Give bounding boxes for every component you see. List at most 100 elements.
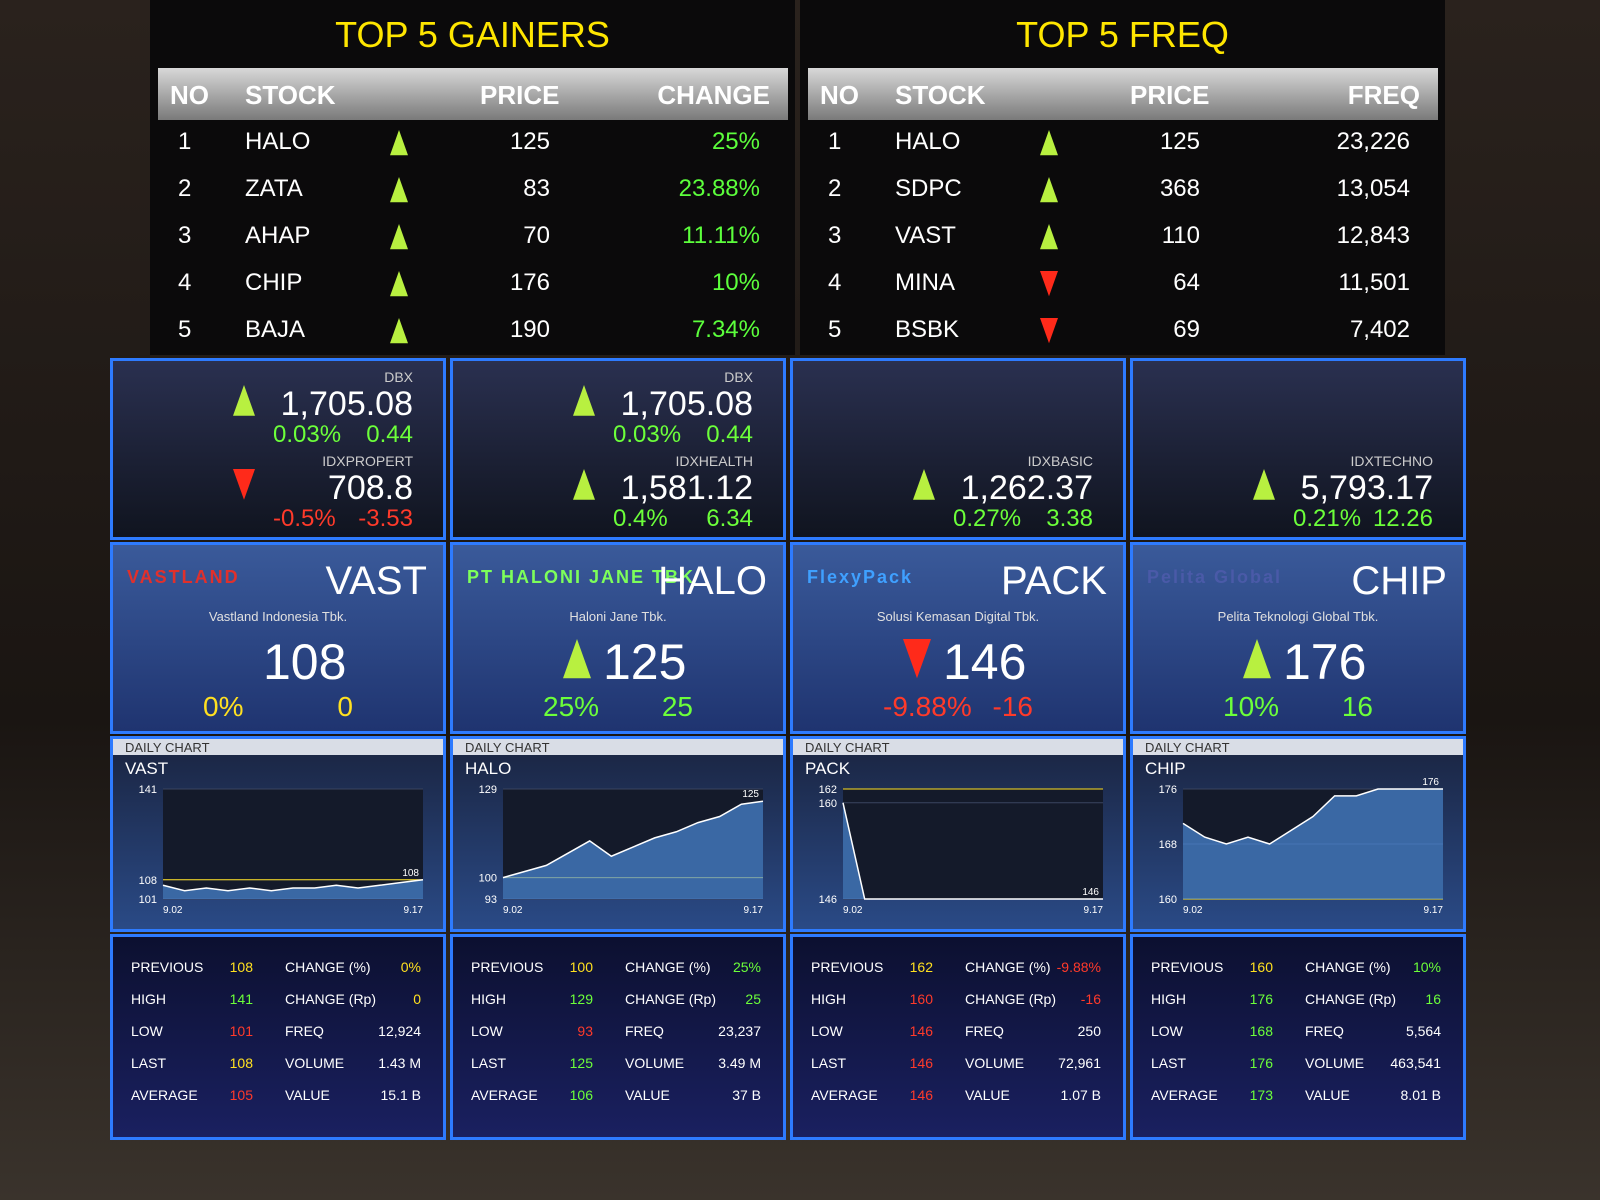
chart: 162 160 146 146 9.02 9.17 [819,784,1104,916]
index-name: IDXTECHNO [1350,453,1433,469]
chart-label-bar [453,739,783,755]
stat-label: LOW [471,1023,503,1039]
x-tick-label: 9.02 [843,905,863,916]
arrow-shape [390,177,408,203]
arrow-shape [573,469,595,500]
stat-label: AVERAGE [471,1087,538,1103]
stat-label: LAST [471,1055,507,1071]
header-label: CHANGE [657,80,770,110]
stat-value: 162 [909,959,933,975]
chart-label-bar [793,739,1123,755]
company-name: Solusi Kemasan Digital Tbk. [876,609,1040,624]
stat-label: VALUE [625,1087,670,1103]
x-tick-label: 9.17 [404,905,424,916]
header-bar [808,68,1438,120]
row-no: 5 [828,316,842,343]
y-tick-label: 160 [819,798,837,810]
row-price: 125 [1159,128,1200,155]
stock-pct: 10% [1223,691,1280,722]
stat-value: 250 [1077,1023,1101,1039]
x-tick-label: 9.17 [1084,905,1104,916]
index-pct: -0.5% [273,505,336,532]
arrow-shape [1040,177,1058,203]
stock-logo: Pelita Global [1147,567,1283,587]
arrow-shape [233,385,255,416]
stats-panel: PREVIOUS 162 CHANGE (%) -9.88% HIGH 160 CHANGE… [790,934,1126,1140]
stat-label: HIGH [131,991,166,1007]
stat-label: CHANGE (%) [1305,959,1391,975]
stat-label: AVERAGE [811,1087,878,1103]
stock-logo: VASTLAND [127,567,240,587]
arrow-shape [1040,130,1058,156]
index-name: IDXBASIC [1027,453,1093,469]
chart-code: VAST [125,759,169,778]
row-price: 70 [523,222,550,249]
chart-label: DAILY CHART [465,740,550,755]
stock-change: 0 [337,691,353,722]
index-value: 1,705.08 [280,385,413,423]
row-no: 3 [828,222,842,249]
stat-value: -16 [1080,991,1101,1007]
stat-value: 12,924 [378,1023,421,1039]
y-tick-label: 129 [479,784,497,796]
stat-value: 129 [569,991,593,1007]
index-name: IDXHEALTH [675,453,753,469]
stock-price: 108 [263,634,347,690]
index-change: 6.34 [706,505,753,532]
stat-value: 168 [1249,1023,1273,1039]
chart-panel: DAILY CHART CHIP 176 168 160 176 9.02 9.17 [1130,736,1466,932]
stock-panel: VASTLAND VAST Vastland Indonesia Tbk. 108 0%… [110,542,446,734]
stat-value: 173 [1249,1087,1273,1103]
arrow [1040,318,1058,344]
index-pct: 0.03% [273,421,342,448]
arrow-shape [1243,639,1271,679]
stat-value: -9.88% [1056,959,1101,975]
chart-label-bar [1133,739,1463,755]
arrow [563,639,591,679]
stat-value: 463,541 [1390,1055,1441,1071]
stat-value: 108 [229,959,253,975]
stat-label: CHANGE (Rp) [625,991,717,1007]
stat-label: FREQ [965,1023,1004,1039]
chart-label-bar [113,739,443,755]
chart-label: DAILY CHART [805,740,890,755]
arrow [390,271,408,297]
index-value: 1,705.08 [620,385,753,423]
price-line [502,800,764,879]
row-stock: BAJA [245,316,306,343]
x-tick-label: 9.02 [503,905,523,916]
stat-label: VALUE [1305,1087,1350,1103]
row-value: 10% [711,269,760,296]
stock-code: VAST [325,559,427,603]
top-table: TOP 5 GAINERS NO STOCK PRICE CHANGE 1 HALO 125 2… [150,0,795,355]
stat-label: CHANGE (Rp) [1305,991,1397,1007]
chart-panel: DAILY CHART PACK 162 160 146 146 9.02 9.17 [790,736,1126,932]
stock-change: 25 [661,691,693,722]
arrow-shape [233,469,255,500]
index-value: 5,793.17 [1300,469,1433,507]
y-tick-label: 93 [485,894,497,906]
chart: 141 108 101 108 9.02 9.17 [139,784,424,916]
last-value-label: 176 [1422,777,1439,788]
last-value-label: 146 [1082,887,1099,898]
stock-pct: -9.88% [883,691,972,722]
index-pct: 0.21% [1293,505,1362,532]
row-price: 368 [1159,175,1200,202]
arrow [1040,224,1058,250]
index-name: IDXPROPERT [322,453,413,469]
row-stock: SDPC [895,175,962,202]
area [163,879,423,899]
company-name: Vastland Indonesia Tbk. [208,609,348,624]
stat-value: 72,961 [1058,1055,1101,1071]
stat-value: 25% [732,959,761,975]
stat-value: 141 [229,991,253,1007]
row-value: 7.34% [691,316,760,343]
stat-label: LOW [811,1023,843,1039]
chart-label: DAILY CHART [125,740,210,755]
stat-value: 0% [400,959,421,975]
y-tick-label: 168 [1159,839,1177,851]
stat-label: VOLUME [285,1055,345,1071]
stat-label: VOLUME [965,1055,1025,1071]
arrow [573,469,595,500]
row-value: 12,843 [1336,222,1410,249]
